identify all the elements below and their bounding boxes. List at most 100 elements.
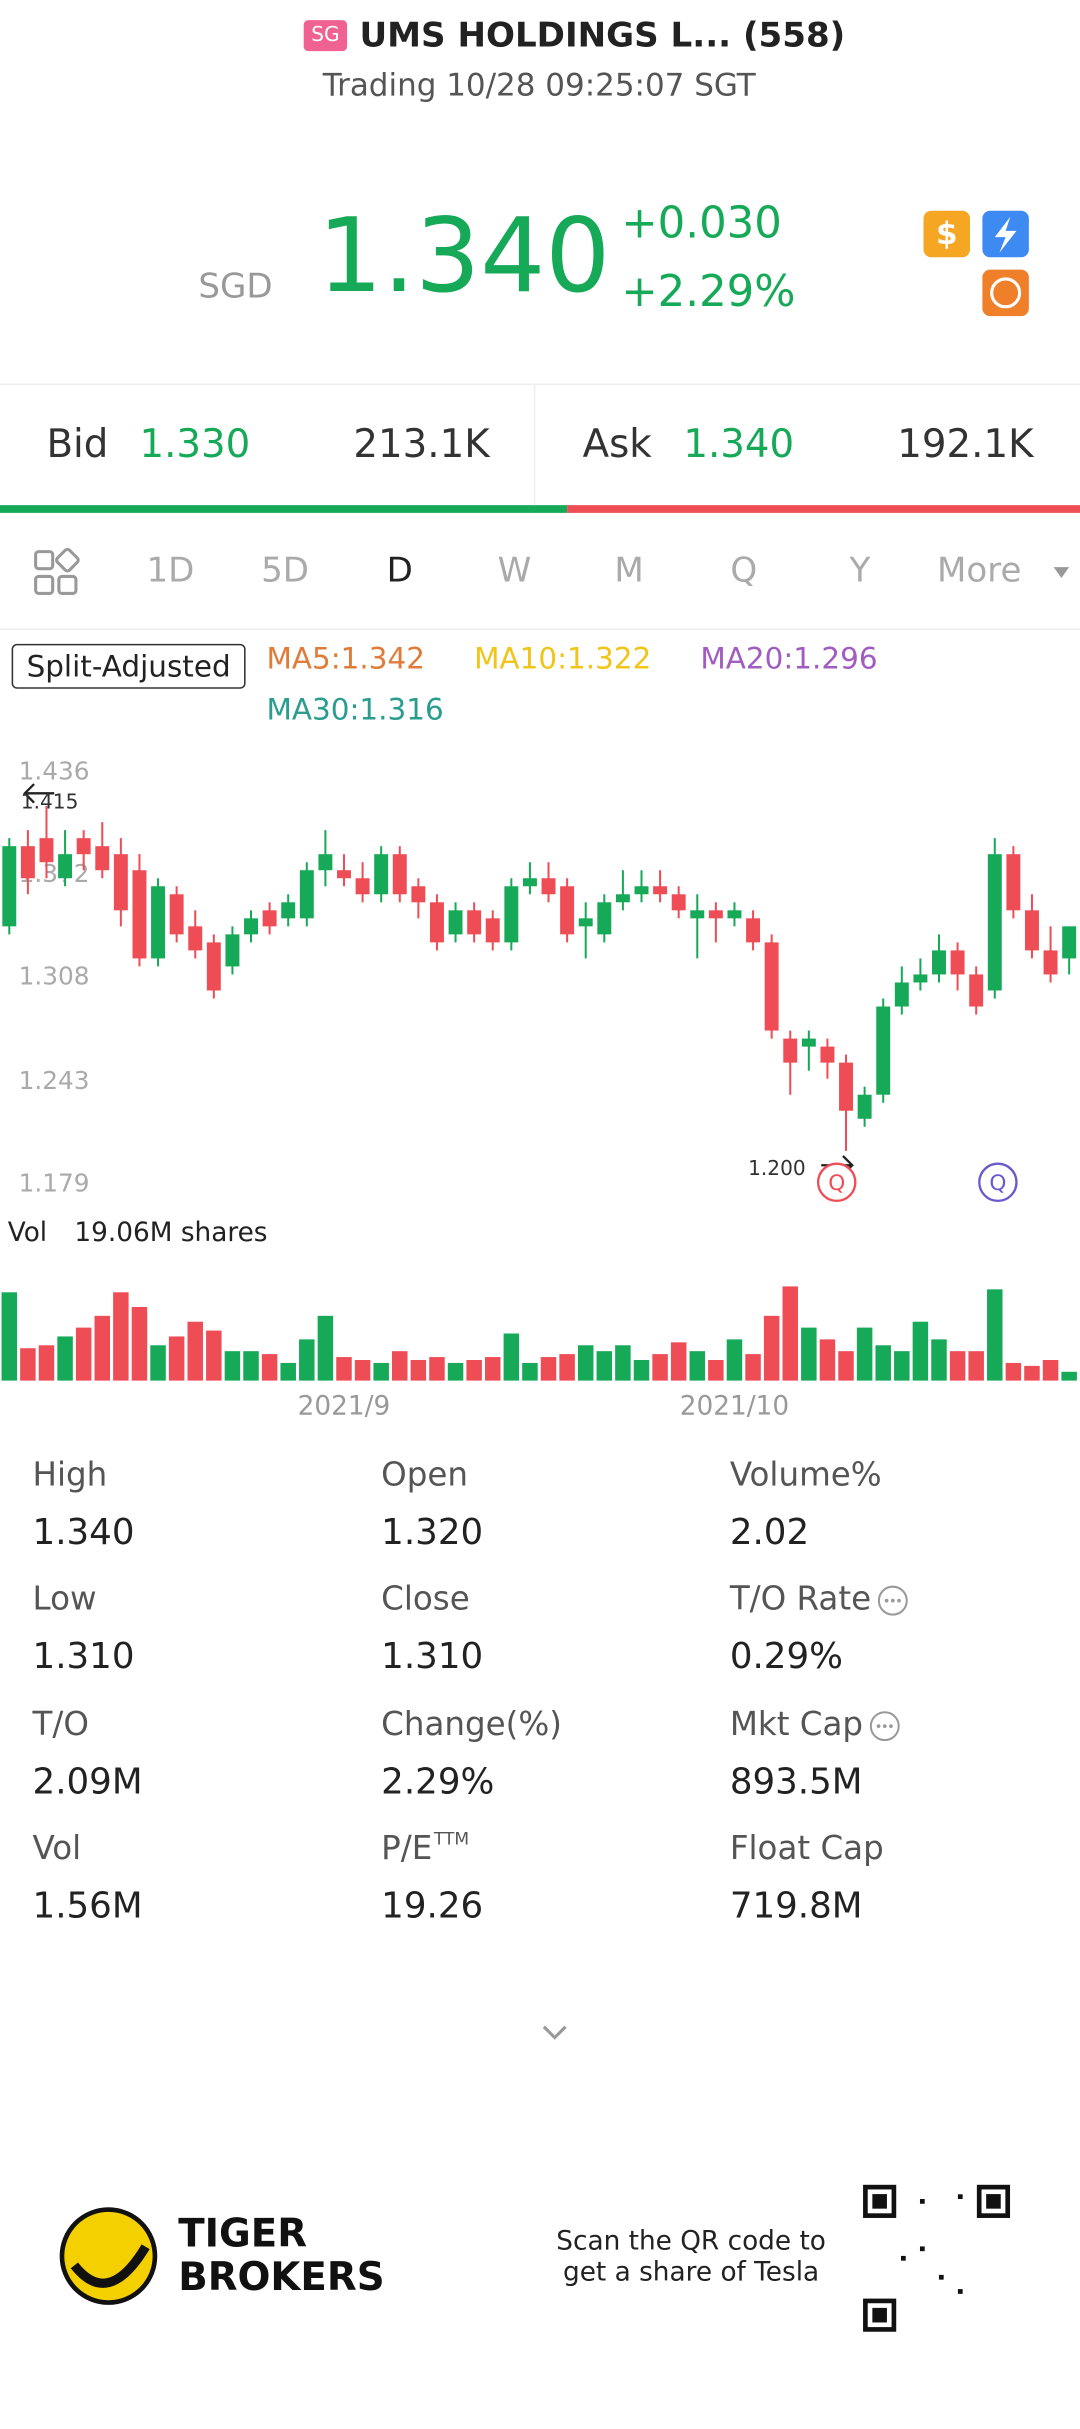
volume-bar bbox=[20, 1348, 36, 1381]
candle-body bbox=[708, 910, 723, 919]
dropdown-arrow bbox=[1053, 567, 1070, 578]
volume-bar bbox=[615, 1345, 631, 1381]
volume-bar bbox=[577, 1345, 594, 1381]
candle-body bbox=[653, 886, 668, 895]
candle-body bbox=[690, 910, 705, 919]
price-change-pct: +2.29% bbox=[621, 267, 795, 317]
qr-finder bbox=[872, 2307, 887, 2323]
stat-value: 19.26 bbox=[381, 1885, 483, 1926]
candle-body bbox=[169, 894, 184, 935]
layout-icon[interactable] bbox=[34, 547, 80, 596]
candle-body bbox=[950, 950, 965, 975]
volume-bar bbox=[113, 1292, 129, 1381]
qr-finder bbox=[986, 2194, 1001, 2209]
stat-label: Volume% bbox=[730, 1456, 882, 1494]
period-tab[interactable]: 1D bbox=[146, 550, 194, 590]
volume-bar bbox=[819, 1339, 836, 1381]
qr-module bbox=[957, 2194, 963, 2200]
stat-value: 2.02 bbox=[730, 1512, 809, 1553]
stat-label: Vol bbox=[33, 1829, 82, 1867]
adjust-box[interactable] bbox=[11, 643, 246, 689]
period-tab[interactable]: M bbox=[614, 550, 643, 590]
stat-label: Open bbox=[381, 1456, 468, 1494]
info-dot bbox=[889, 1724, 893, 1729]
candle-body bbox=[597, 902, 612, 935]
period-tab[interactable]: D bbox=[387, 550, 413, 590]
dividend-icon[interactable] bbox=[923, 210, 970, 258]
candle-body bbox=[411, 886, 426, 903]
stat-label: High bbox=[33, 1456, 108, 1494]
promo-text: Scan the QR code to bbox=[556, 2227, 826, 2257]
stat-value: 1.56M bbox=[33, 1885, 143, 1926]
volume-bar bbox=[726, 1339, 743, 1381]
candle-body bbox=[76, 838, 91, 855]
volume-bar bbox=[131, 1307, 148, 1381]
volume-bar bbox=[317, 1315, 334, 1381]
candle-body bbox=[1024, 910, 1039, 951]
stat-label: Close bbox=[381, 1580, 470, 1618]
volume-bar bbox=[94, 1315, 111, 1381]
qr-module bbox=[919, 2246, 925, 2252]
market-badge-text: SG bbox=[311, 22, 339, 46]
stat-value: 893.5M bbox=[730, 1761, 863, 1802]
volume-bar bbox=[763, 1315, 780, 1381]
volume-bar bbox=[1005, 1362, 1022, 1381]
adjust-label[interactable]: Split-Adjusted bbox=[27, 649, 231, 683]
volume-bar bbox=[206, 1330, 222, 1381]
bid-price: 1.330 bbox=[139, 422, 250, 467]
qr-module bbox=[901, 2255, 906, 2261]
candle-body bbox=[206, 942, 221, 991]
candle-body bbox=[151, 886, 166, 959]
candle-body bbox=[634, 886, 649, 895]
period-tab[interactable]: 5D bbox=[261, 550, 309, 590]
scroll-arrow[interactable] bbox=[23, 783, 55, 804]
volume-bar bbox=[373, 1362, 389, 1381]
candle-body bbox=[746, 918, 761, 943]
candle-body bbox=[355, 878, 370, 895]
volume-bar bbox=[633, 1359, 650, 1381]
bid-label: Bid bbox=[46, 422, 108, 467]
volume-bar bbox=[38, 1345, 55, 1381]
event-marker[interactable] bbox=[978, 1162, 1018, 1203]
period-tab[interactable]: W bbox=[498, 550, 532, 590]
period-tab[interactable]: More bbox=[937, 550, 1021, 590]
candle-body bbox=[113, 854, 128, 911]
volume-bar bbox=[689, 1351, 706, 1381]
event-marker[interactable] bbox=[816, 1162, 857, 1203]
expand-chevron[interactable] bbox=[542, 2025, 567, 2040]
info-icon[interactable] bbox=[877, 1585, 908, 1616]
volume-label: Vol bbox=[8, 1218, 47, 1248]
icon-glyph bbox=[994, 216, 1017, 253]
qr-code bbox=[863, 2184, 1011, 2332]
volume-bar bbox=[1061, 1371, 1077, 1381]
ask-bar bbox=[567, 505, 1080, 513]
price-change: +0.030 bbox=[621, 199, 782, 249]
candle-body bbox=[374, 854, 389, 895]
brand: TIGER bbox=[178, 2211, 307, 2256]
candle-body bbox=[541, 878, 556, 895]
volume-bar bbox=[224, 1351, 241, 1381]
info-icon[interactable] bbox=[869, 1711, 900, 1742]
volume-bar bbox=[503, 1333, 520, 1381]
period-tab[interactable]: Y bbox=[849, 550, 871, 590]
candle-body bbox=[281, 902, 296, 919]
qr-finder bbox=[863, 2184, 897, 2218]
y-tick-label: 1.436 bbox=[19, 756, 90, 785]
bid-bar bbox=[0, 505, 568, 513]
margin-icon[interactable] bbox=[982, 269, 1029, 317]
y-tick-label: 1.243 bbox=[19, 1066, 90, 1095]
volume-bar bbox=[875, 1345, 891, 1381]
volume-bar bbox=[429, 1357, 445, 1381]
volume-bar bbox=[75, 1327, 92, 1381]
x-tick-label: 2021/10 bbox=[680, 1391, 789, 1421]
period-tab[interactable]: Q bbox=[730, 550, 757, 590]
volume-bar bbox=[466, 1359, 482, 1381]
candle-body bbox=[932, 950, 946, 975]
ask-price: 1.340 bbox=[683, 422, 794, 467]
volume-bar bbox=[57, 1336, 73, 1381]
candle-body bbox=[615, 894, 630, 903]
volume-bar bbox=[484, 1357, 501, 1381]
y-tick-label: 1.308 bbox=[19, 962, 90, 991]
market-badge bbox=[303, 20, 348, 52]
